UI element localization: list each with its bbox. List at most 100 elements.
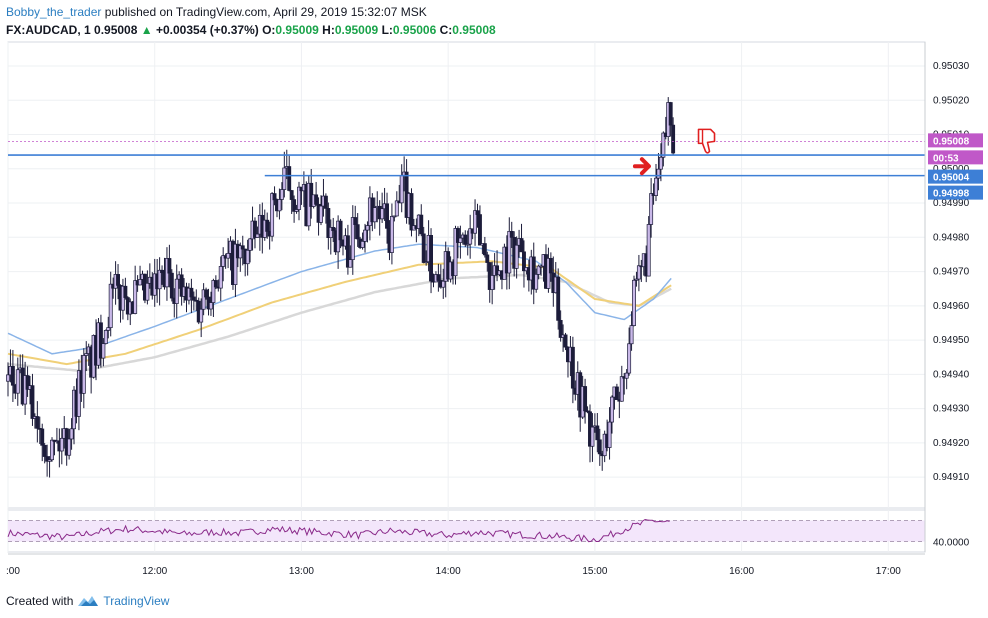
candle-body <box>365 225 370 231</box>
thumbs-down-icon <box>697 128 716 154</box>
price-tick-label[interactable]: 0.95020 <box>933 95 970 106</box>
price-tick-label[interactable]: 0.94940 <box>933 369 970 380</box>
candle-body <box>116 274 120 286</box>
candle-body <box>201 289 206 310</box>
candle-body <box>424 261 429 264</box>
ohlc-legend: FX:AUDCAD, 1 0.95008 ▲ +0.00354 (+0.37%)… <box>6 23 496 37</box>
candle-body <box>619 376 624 402</box>
candle-body <box>634 278 639 281</box>
candle-body <box>495 265 500 276</box>
price-tick-label[interactable]: 0.95030 <box>933 61 970 72</box>
symbol-label[interactable]: FX:AUDCAD, 1 <box>6 23 91 37</box>
candle-body <box>67 438 72 456</box>
candle-body <box>213 280 218 288</box>
candle-body <box>204 289 209 298</box>
price-change: +0.00354 (+0.37%) <box>155 23 259 37</box>
price-tick-label[interactable]: 0.94970 <box>933 267 970 278</box>
price-axis[interactable]: 0.950300.950200.950100.950000.949900.949… <box>924 42 983 552</box>
candle-body <box>106 327 111 331</box>
candle-body <box>548 258 553 274</box>
moving-averages <box>7 243 672 373</box>
close-label: C: <box>439 23 453 37</box>
candle-body <box>570 346 575 389</box>
candle-body <box>646 224 651 277</box>
horizontal-levels[interactable] <box>8 140 925 177</box>
candle-body <box>45 456 50 462</box>
tradingview-logo-icon <box>78 596 99 606</box>
candle-body <box>279 189 284 200</box>
rsi-band <box>8 520 925 542</box>
candle-body <box>409 193 414 231</box>
price-tick-label[interactable]: 0.95000 <box>933 164 970 175</box>
candle-body <box>607 421 612 448</box>
candle-body <box>179 274 184 297</box>
candle-body <box>108 283 113 328</box>
candle-body <box>353 217 358 225</box>
price-tick-label[interactable]: 0.94990 <box>933 198 970 209</box>
time-tick-label[interactable]: 12:00 <box>142 566 167 577</box>
level-upper-tag[interactable] <box>928 169 983 184</box>
candle-body <box>429 235 433 282</box>
time-tick-label[interactable]: :00 <box>6 566 20 577</box>
candle-body <box>103 330 108 344</box>
countdown-text[interactable]: 00:53 <box>933 153 959 164</box>
candle-body <box>81 355 86 394</box>
candle-body <box>199 308 204 323</box>
candle-body <box>519 238 524 253</box>
candle-body <box>255 233 260 238</box>
candle-body <box>211 280 216 303</box>
price-tick-label[interactable]: 0.94980 <box>933 232 970 243</box>
last-price-text[interactable]: 0.95008 <box>933 136 970 147</box>
candle-body <box>189 287 194 298</box>
ema-slow-line <box>7 273 672 373</box>
tradingview-link[interactable]: TradingView <box>103 594 170 608</box>
candle-body <box>363 229 367 242</box>
candle-body <box>563 334 568 348</box>
time-tick-label[interactable]: 16:00 <box>729 566 754 577</box>
countdown-tag[interactable] <box>928 150 983 165</box>
price-tick-label[interactable]: 0.94910 <box>933 472 970 483</box>
last-price-tag[interactable] <box>928 133 983 148</box>
candle-body <box>59 437 64 452</box>
price-tick-label[interactable]: 0.94950 <box>933 335 970 346</box>
candle-body <box>473 210 478 234</box>
candle-body <box>654 177 658 196</box>
candle-body <box>394 200 399 217</box>
candle-body <box>191 296 196 301</box>
rsi-value-label[interactable]: 40.0000 <box>933 538 970 549</box>
time-axis[interactable]: :00 12:00 13:00 14:00 15:00 16:00 17:00 <box>6 553 925 577</box>
thumbs-down-shape <box>697 128 716 154</box>
time-tick-label[interactable]: 13:00 <box>289 566 314 577</box>
candle-body <box>47 459 52 462</box>
candle-body <box>558 320 563 338</box>
candle-body <box>661 132 666 158</box>
candle-body <box>668 102 673 126</box>
candle-body <box>627 343 632 374</box>
level-lower-text[interactable]: 0.94998 <box>933 189 970 200</box>
candle-body <box>441 280 446 288</box>
candle-body <box>226 253 231 259</box>
candle-body <box>221 255 226 267</box>
time-tick-label[interactable]: 17:00 <box>876 566 901 577</box>
time-tick-label[interactable]: 15:00 <box>582 566 607 577</box>
level-lower-tag[interactable] <box>928 185 983 200</box>
right-arrow-icon <box>632 157 651 176</box>
author-link[interactable]: Bobby_the_trader <box>6 5 102 19</box>
price-tick-label[interactable]: 0.94920 <box>933 438 970 449</box>
candle-body <box>636 265 641 280</box>
candle-body <box>50 439 54 461</box>
candle-body <box>419 214 424 235</box>
ema-fast-line <box>7 243 672 355</box>
price-tick-label[interactable]: 0.94930 <box>933 404 970 415</box>
time-tick-label[interactable]: 14:00 <box>436 566 461 577</box>
candle-body <box>380 208 385 220</box>
ema-mid-line <box>7 260 672 366</box>
candle-body <box>348 259 353 268</box>
candle-body <box>385 203 389 229</box>
level-upper-text[interactable]: 0.95004 <box>933 173 970 184</box>
price-tick-label[interactable]: 0.94960 <box>933 301 970 312</box>
rsi-tag-bg <box>928 534 983 549</box>
candle-body <box>458 237 463 243</box>
candle-body <box>101 343 106 359</box>
